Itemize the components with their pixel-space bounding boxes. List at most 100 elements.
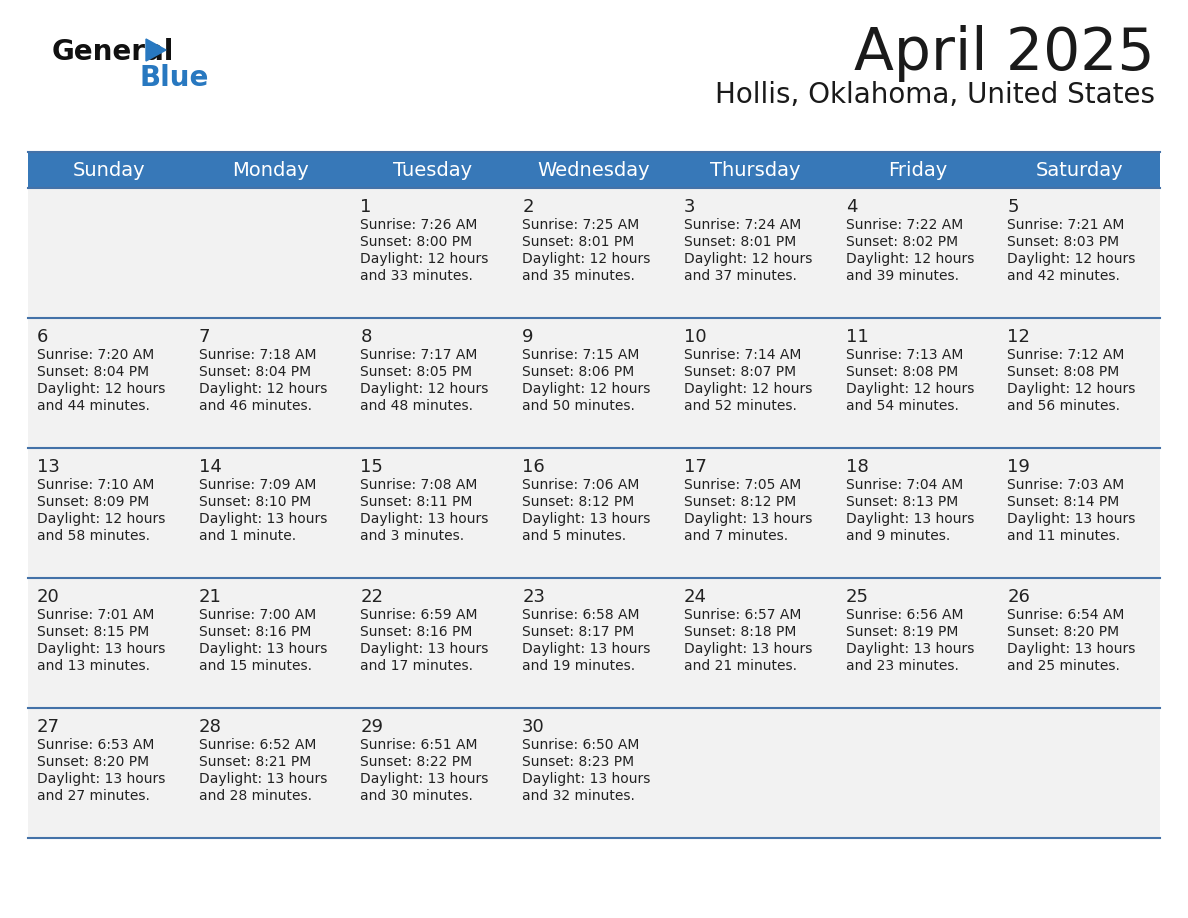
Text: Sunset: 8:22 PM: Sunset: 8:22 PM (360, 755, 473, 769)
Text: Daylight: 12 hours: Daylight: 12 hours (37, 382, 165, 396)
Text: Daylight: 12 hours: Daylight: 12 hours (846, 252, 974, 266)
Text: Sunrise: 7:22 AM: Sunrise: 7:22 AM (846, 218, 962, 232)
Text: and 54 minutes.: and 54 minutes. (846, 399, 959, 413)
Text: and 27 minutes.: and 27 minutes. (37, 789, 150, 803)
Text: and 5 minutes.: and 5 minutes. (523, 529, 626, 543)
Text: 13: 13 (37, 458, 59, 476)
Text: Sunset: 8:04 PM: Sunset: 8:04 PM (37, 365, 150, 379)
Text: Daylight: 13 hours: Daylight: 13 hours (1007, 512, 1136, 526)
Text: 14: 14 (198, 458, 222, 476)
Text: Sunrise: 7:17 AM: Sunrise: 7:17 AM (360, 348, 478, 362)
Text: Sunset: 8:06 PM: Sunset: 8:06 PM (523, 365, 634, 379)
Text: and 46 minutes.: and 46 minutes. (198, 399, 311, 413)
Text: and 52 minutes.: and 52 minutes. (684, 399, 797, 413)
Text: Daylight: 12 hours: Daylight: 12 hours (523, 382, 651, 396)
Text: 26: 26 (1007, 588, 1030, 606)
Text: Sunrise: 6:56 AM: Sunrise: 6:56 AM (846, 608, 963, 622)
Text: 10: 10 (684, 328, 707, 346)
Text: and 58 minutes.: and 58 minutes. (37, 529, 150, 543)
Text: Daylight: 13 hours: Daylight: 13 hours (360, 772, 488, 786)
Text: Sunrise: 6:58 AM: Sunrise: 6:58 AM (523, 608, 639, 622)
Text: Sunset: 8:10 PM: Sunset: 8:10 PM (198, 495, 311, 509)
Text: Daylight: 12 hours: Daylight: 12 hours (684, 252, 813, 266)
Text: Sunset: 8:17 PM: Sunset: 8:17 PM (523, 625, 634, 639)
Text: Sunrise: 7:08 AM: Sunrise: 7:08 AM (360, 478, 478, 492)
Bar (29, 448, 1159, 578)
Text: and 3 minutes.: and 3 minutes. (360, 529, 465, 543)
Text: Sunset: 8:03 PM: Sunset: 8:03 PM (1007, 235, 1119, 249)
Text: Sunset: 8:01 PM: Sunset: 8:01 PM (523, 235, 634, 249)
Text: Daylight: 12 hours: Daylight: 12 hours (198, 382, 327, 396)
Text: Daylight: 12 hours: Daylight: 12 hours (684, 382, 813, 396)
Text: and 28 minutes.: and 28 minutes. (198, 789, 311, 803)
Text: Sunrise: 7:14 AM: Sunrise: 7:14 AM (684, 348, 801, 362)
Text: Sunrise: 7:25 AM: Sunrise: 7:25 AM (523, 218, 639, 232)
Text: and 37 minutes.: and 37 minutes. (684, 269, 797, 283)
Text: and 33 minutes.: and 33 minutes. (360, 269, 473, 283)
Text: and 11 minutes.: and 11 minutes. (1007, 529, 1120, 543)
Text: 21: 21 (198, 588, 222, 606)
Text: 5: 5 (1007, 198, 1019, 216)
Text: 29: 29 (360, 718, 384, 736)
Text: Sunrise: 7:24 AM: Sunrise: 7:24 AM (684, 218, 801, 232)
Text: 18: 18 (846, 458, 868, 476)
Text: Sunset: 8:08 PM: Sunset: 8:08 PM (846, 365, 958, 379)
Text: Thursday: Thursday (710, 161, 801, 180)
Text: 22: 22 (360, 588, 384, 606)
Text: Sunrise: 6:50 AM: Sunrise: 6:50 AM (523, 738, 639, 752)
Text: Daylight: 13 hours: Daylight: 13 hours (684, 512, 813, 526)
Text: Sunrise: 7:09 AM: Sunrise: 7:09 AM (198, 478, 316, 492)
Text: 17: 17 (684, 458, 707, 476)
Text: Daylight: 13 hours: Daylight: 13 hours (198, 772, 327, 786)
Text: General: General (52, 38, 175, 66)
Text: Sunset: 8:15 PM: Sunset: 8:15 PM (37, 625, 150, 639)
Text: Friday: Friday (887, 161, 947, 180)
Bar (29, 188, 1159, 318)
Text: Sunset: 8:05 PM: Sunset: 8:05 PM (360, 365, 473, 379)
Text: Sunrise: 7:26 AM: Sunrise: 7:26 AM (360, 218, 478, 232)
Text: Sunrise: 7:10 AM: Sunrise: 7:10 AM (37, 478, 154, 492)
Text: Sunset: 8:16 PM: Sunset: 8:16 PM (198, 625, 311, 639)
Text: Hollis, Oklahoma, United States: Hollis, Oklahoma, United States (715, 81, 1155, 109)
Text: 12: 12 (1007, 328, 1030, 346)
Text: Sunrise: 7:04 AM: Sunrise: 7:04 AM (846, 478, 962, 492)
Text: Sunrise: 7:13 AM: Sunrise: 7:13 AM (846, 348, 963, 362)
Text: Daylight: 12 hours: Daylight: 12 hours (1007, 382, 1136, 396)
Text: 23: 23 (523, 588, 545, 606)
Text: Sunset: 8:19 PM: Sunset: 8:19 PM (846, 625, 958, 639)
Text: Sunrise: 7:12 AM: Sunrise: 7:12 AM (1007, 348, 1125, 362)
Text: and 1 minute.: and 1 minute. (198, 529, 296, 543)
Text: Sunset: 8:08 PM: Sunset: 8:08 PM (1007, 365, 1119, 379)
Text: 6: 6 (37, 328, 49, 346)
Text: 27: 27 (37, 718, 61, 736)
Text: Daylight: 13 hours: Daylight: 13 hours (523, 772, 651, 786)
Text: Daylight: 13 hours: Daylight: 13 hours (1007, 642, 1136, 656)
Text: Daylight: 13 hours: Daylight: 13 hours (684, 642, 813, 656)
Text: April 2025: April 2025 (854, 25, 1155, 82)
Bar (29, 318, 1159, 448)
Text: Sunrise: 7:21 AM: Sunrise: 7:21 AM (1007, 218, 1125, 232)
Text: Daylight: 13 hours: Daylight: 13 hours (198, 512, 327, 526)
Text: Sunset: 8:20 PM: Sunset: 8:20 PM (1007, 625, 1119, 639)
Text: and 30 minutes.: and 30 minutes. (360, 789, 473, 803)
Text: and 35 minutes.: and 35 minutes. (523, 269, 636, 283)
Text: Daylight: 12 hours: Daylight: 12 hours (360, 252, 488, 266)
Bar (29, 708, 1159, 838)
Text: and 19 minutes.: and 19 minutes. (523, 659, 636, 673)
Text: Sunset: 8:12 PM: Sunset: 8:12 PM (684, 495, 796, 509)
Text: Sunday: Sunday (72, 161, 145, 180)
Text: Sunset: 8:20 PM: Sunset: 8:20 PM (37, 755, 150, 769)
Text: and 13 minutes.: and 13 minutes. (37, 659, 150, 673)
Bar (29, 578, 1159, 708)
Text: and 17 minutes.: and 17 minutes. (360, 659, 474, 673)
Text: 15: 15 (360, 458, 384, 476)
Text: 3: 3 (684, 198, 695, 216)
Text: Daylight: 13 hours: Daylight: 13 hours (37, 642, 165, 656)
Text: Daylight: 12 hours: Daylight: 12 hours (37, 512, 165, 526)
Text: Sunset: 8:07 PM: Sunset: 8:07 PM (684, 365, 796, 379)
Text: 24: 24 (684, 588, 707, 606)
Text: Sunrise: 6:53 AM: Sunrise: 6:53 AM (37, 738, 154, 752)
Text: and 48 minutes.: and 48 minutes. (360, 399, 474, 413)
Text: Saturday: Saturday (1035, 161, 1123, 180)
Text: Sunrise: 7:15 AM: Sunrise: 7:15 AM (523, 348, 639, 362)
